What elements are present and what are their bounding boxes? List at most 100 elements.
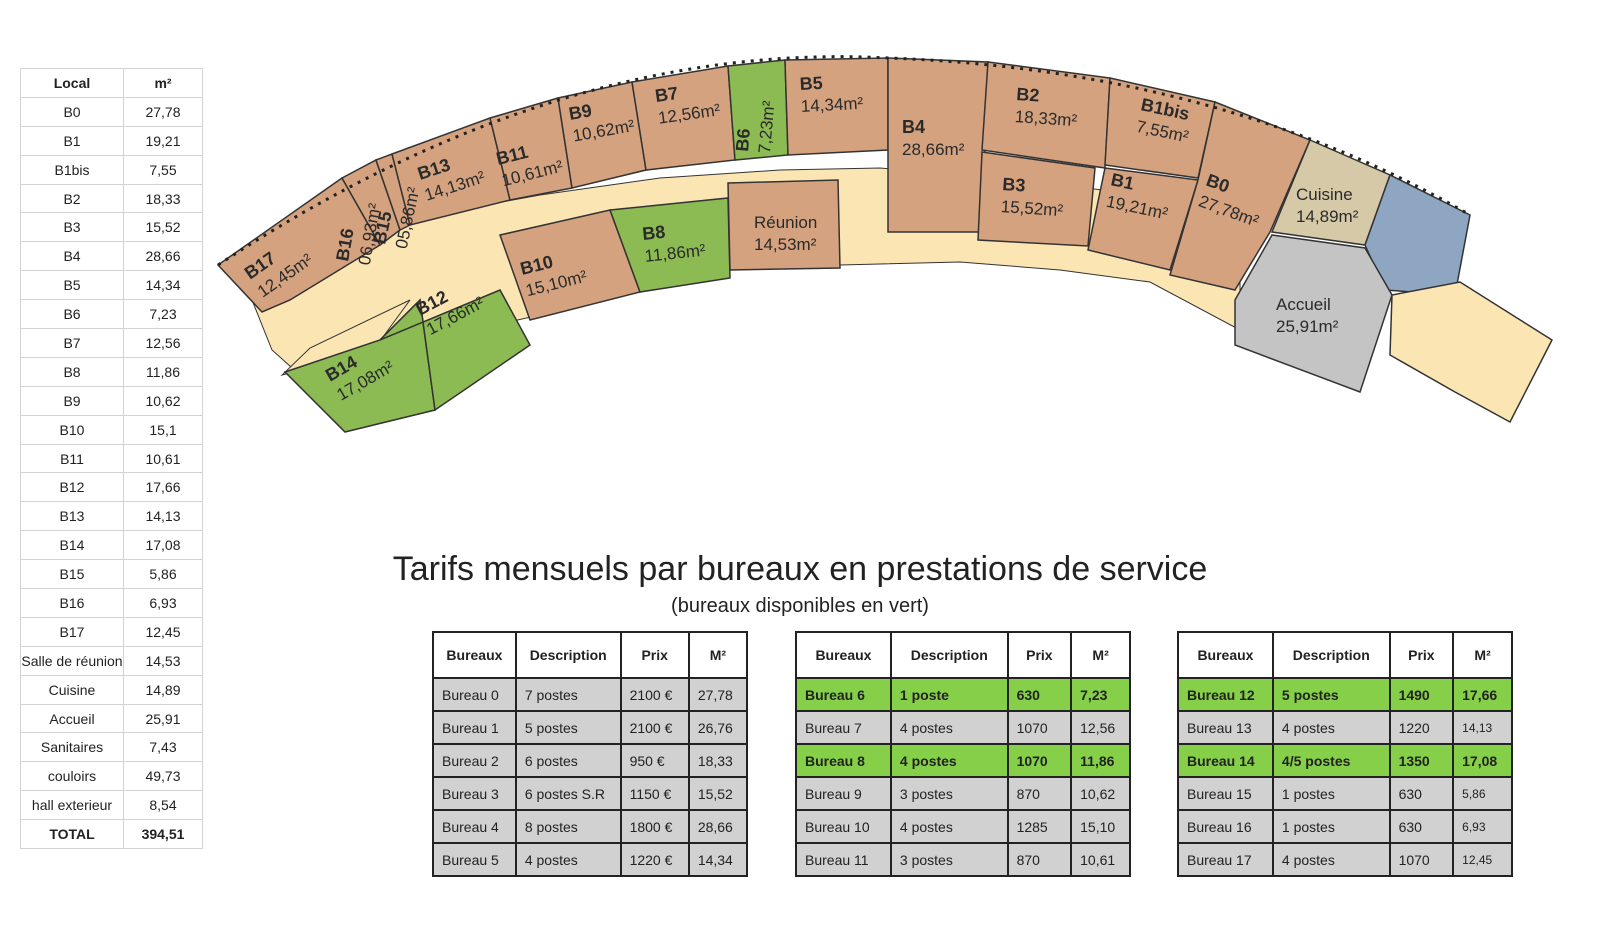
room-reunion xyxy=(727,179,841,271)
area-m2-cell: 14,89 xyxy=(123,674,203,705)
pricing-cell-bureau: Bureau 7 xyxy=(795,710,892,745)
pricing-cell-m2: 15,10 xyxy=(1070,809,1131,844)
room-label-: Réunion 14,53m² xyxy=(754,213,817,254)
room-b3 xyxy=(977,151,1096,247)
pricing-cell-m2: 17,66 xyxy=(1452,677,1513,712)
pricing-cell-desc: 4 postes xyxy=(889,710,1009,745)
area-local-cell: B6 xyxy=(20,299,124,330)
area-table-row: B2 18,33 xyxy=(20,183,203,214)
pricing-header-m2: M² xyxy=(687,631,749,679)
pricing-cell-prix: 1220 xyxy=(1388,710,1455,745)
area-local-cell: B17 xyxy=(20,616,124,647)
pricing-header-prix: Prix xyxy=(619,631,690,679)
pricing-cell-desc: 8 postes xyxy=(514,809,622,844)
pricing-cell-m2: 10,61 xyxy=(1070,842,1131,877)
floor-plan-shapes xyxy=(216,55,1553,433)
area-table-row: B13 14,13 xyxy=(20,501,203,532)
area-table-row: B12 17,66 xyxy=(20,472,203,503)
pricing-cell-bureau: Bureau 11 xyxy=(795,842,892,877)
pricing-cell-m2: 12,56 xyxy=(1070,710,1131,745)
area-m2-cell: 14,13 xyxy=(123,501,203,532)
area-table-row: B17 12,45 xyxy=(20,616,203,647)
pricing-header-row: Bureaux Description Prix M² xyxy=(1177,631,1513,679)
room-code: B5 xyxy=(799,73,823,94)
pricing-cell-prix: 2100 € xyxy=(619,710,690,745)
pricing-cell-bureau: Bureau 5 xyxy=(432,842,517,877)
pricing-cell-m2: 15,52 xyxy=(687,776,749,811)
area-table-row: B6 7,23 xyxy=(20,299,203,330)
area-header-local: Local xyxy=(20,68,124,98)
pricing-cell-prix: 1070 xyxy=(1006,743,1073,778)
pricing-row: Bureau 13 4 postes 1220 14,13 xyxy=(1177,710,1513,745)
floor-plan: B1712,45m²B1606,93m²B1505,86m²B1314,13m²… xyxy=(216,55,1553,433)
pricing-cell-bureau: Bureau 16 xyxy=(1177,809,1274,844)
area-table-row: B8 11,86 xyxy=(20,356,203,387)
room-b1 xyxy=(1087,167,1199,271)
area-m2-cell: 12,45 xyxy=(123,616,203,647)
pricing-cell-desc: 4/5 postes xyxy=(1271,743,1391,778)
pricing-row: Bureau 16 1 postes 630 6,93 xyxy=(1177,809,1513,844)
area-total-value: 394,51 xyxy=(123,819,203,850)
pricing-cell-prix: 1070 xyxy=(1388,842,1455,877)
area-local-cell: Accueil xyxy=(20,703,124,734)
pricing-cell-prix: 630 xyxy=(1388,809,1455,844)
pricing-cell-m2: 17,08 xyxy=(1452,743,1513,778)
pricing-header-description: Description xyxy=(1271,631,1391,679)
outer-wall xyxy=(217,55,1471,267)
pricing-cell-desc: 4 postes xyxy=(514,842,622,877)
room-code: B2 xyxy=(1016,84,1040,106)
pricing-cell-prix: 1490 xyxy=(1388,677,1455,712)
pricing-title: Tarifs mensuels par bureaux en prestatio… xyxy=(392,550,1208,588)
area-table-row: B10 15,1 xyxy=(20,414,203,445)
pricing-cell-prix: 1800 € xyxy=(619,809,690,844)
area-table-row: B1 19,21 xyxy=(20,125,203,156)
area-m2-cell: 7,43 xyxy=(123,732,203,763)
pricing-header-prix: Prix xyxy=(1006,631,1073,679)
pricing-cell-prix: 870 xyxy=(1006,776,1073,811)
area-local-cell: B2 xyxy=(20,183,124,214)
pricing-header-row: Bureaux Description Prix M² xyxy=(795,631,1131,679)
area-header-m2: m² xyxy=(123,68,203,98)
room-area: 14,89m² xyxy=(1296,207,1359,226)
pricing-cell-desc: 3 postes xyxy=(889,842,1009,877)
pricing-cell-prix: 870 xyxy=(1006,842,1073,877)
area-local-cell: Cuisine xyxy=(20,674,124,705)
area-m2-cell: 49,73 xyxy=(123,761,203,792)
pricing-cell-desc: 1 postes xyxy=(1271,776,1391,811)
room-label-: Accueil 25,91m² xyxy=(1276,295,1339,336)
pricing-cell-desc: 7 postes xyxy=(514,677,622,712)
room-code: Accueil xyxy=(1276,295,1331,314)
area-table-row: B1bis 7,55 xyxy=(20,154,203,185)
room-area: 18,33m² xyxy=(1014,107,1078,130)
pricing-cell-m2: 14,13 xyxy=(1452,710,1513,745)
pricing-row-available: Bureau 12 5 postes 1490 17,66 xyxy=(1177,677,1513,712)
pricing-cell-bureau: Bureau 15 xyxy=(1177,776,1274,811)
pricing-cell-m2: 7,23 xyxy=(1070,677,1131,712)
area-local-cell: B8 xyxy=(20,356,124,387)
room-code: Réunion xyxy=(754,213,817,232)
area-m2-cell: 18,33 xyxy=(123,183,203,214)
area-m2-cell: 10,62 xyxy=(123,385,203,416)
room-code: B7 xyxy=(654,83,680,106)
pricing-cell-prix: 1070 xyxy=(1006,710,1073,745)
pricing-cell-m2: 26,76 xyxy=(687,710,749,745)
pricing-cell-bureau: Bureau 2 xyxy=(432,743,517,778)
area-m2-cell: 28,66 xyxy=(123,241,203,272)
area-local-cell: couloirs xyxy=(20,761,124,792)
area-table-row: B0 27,78 xyxy=(20,96,203,127)
room-label-: Cuisine 14,89m² xyxy=(1296,185,1359,226)
area-m2-cell: 14,34 xyxy=(123,270,203,301)
area-table-row: couloirs 49,73 xyxy=(20,761,203,792)
area-m2-cell: 17,66 xyxy=(123,472,203,503)
area-local-cell: B11 xyxy=(20,443,124,474)
pricing-header-description: Description xyxy=(889,631,1009,679)
